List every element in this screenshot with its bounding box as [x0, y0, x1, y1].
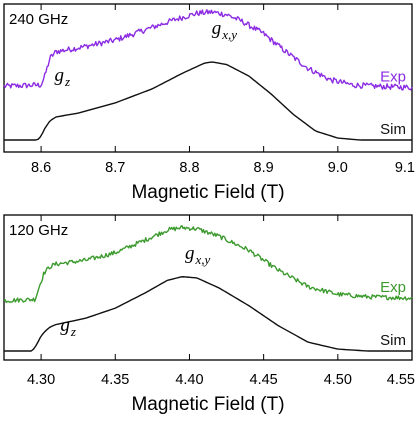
frequency-label: 120 GHz [9, 222, 68, 239]
x-tick-label: 4.45 [250, 372, 278, 388]
series-label-sim: Sim [380, 332, 406, 349]
series-label-exp: Exp [380, 69, 406, 86]
annotation-gxy: gx,y [185, 243, 211, 267]
plot-frame [3, 3, 413, 153]
trace-exp [3, 224, 413, 304]
trace-sim [4, 61, 412, 141]
panel-0: 8.6 8.7 8.8 8.9 9.0 9.1 Magnetic Field (T) 240 … [3, 3, 415, 203]
annotation-gz: gz [54, 65, 70, 89]
x-tick-label: 4.30 [27, 372, 55, 388]
series-label-exp: Exp [380, 279, 406, 296]
x-tick-label: 8.7 [105, 160, 125, 176]
x-tick-label: 8.6 [31, 160, 51, 176]
x-tick-label: 8.8 [179, 160, 199, 176]
x-axis-label: Magnetic Field (T) [131, 182, 284, 203]
plot-frame [3, 214, 413, 361]
annotation-gz: gz [60, 315, 76, 339]
frequency-label: 240 GHz [9, 11, 68, 28]
x-tick-label: 4.35 [101, 372, 129, 388]
series-label-sim: Sim [380, 121, 406, 138]
x-tick-label: 4.50 [324, 372, 352, 388]
x-tick-label: 9.0 [328, 160, 348, 176]
panel-1: 4.30 4.35 4.40 4.45 4.50 4.55 Magnetic Field (… [3, 214, 415, 415]
trace-sim [4, 276, 412, 352]
x-tick-label: 4.40 [175, 372, 203, 388]
x-tick-label: 9.1 [395, 160, 415, 176]
trace-exp [3, 9, 413, 91]
x-tick-label: 8.9 [254, 160, 274, 176]
x-axis-label: Magnetic Field (T) [131, 394, 284, 415]
annotation-gxy: gx,y [212, 18, 238, 42]
x-tick-label: 4.55 [387, 372, 415, 388]
